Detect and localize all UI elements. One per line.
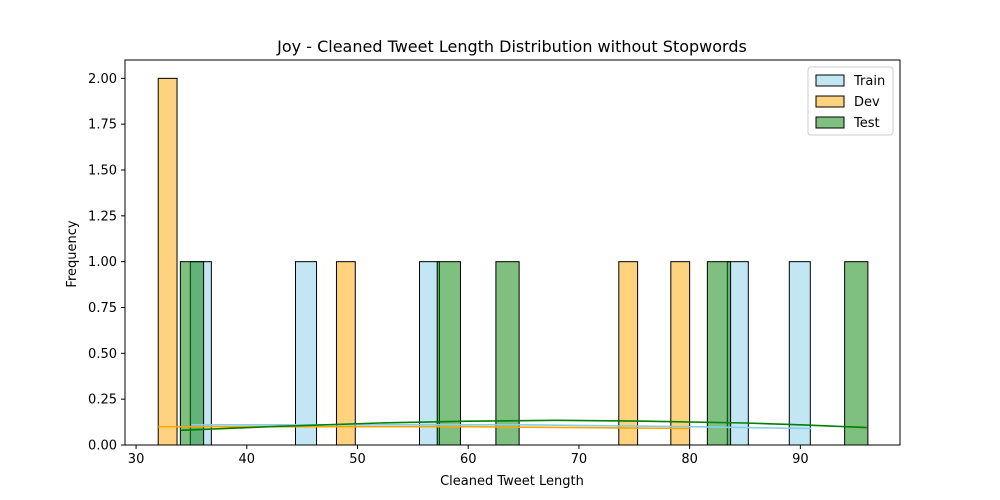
x-tick-label: 40	[239, 452, 256, 467]
x-axis-label: Cleaned Tweet Length	[440, 474, 584, 489]
y-tick-label: 2.00	[88, 72, 117, 87]
y-axis-label: Frequency	[65, 220, 80, 287]
y-tick-label: 0.00	[88, 439, 117, 454]
x-tick-label: 80	[681, 452, 698, 467]
x-tick-label: 70	[571, 452, 588, 467]
chart-title: Joy - Cleaned Tweet Length Distribution …	[276, 37, 747, 56]
plot-area: 30 40 50 60 70 80 90 0.00 0.25 0.50 0.75 1.00 1.25 1.…	[88, 59, 901, 467]
legend-swatch-dev	[815, 95, 845, 108]
bar-test-2	[495, 261, 520, 446]
bar-test-3	[706, 261, 732, 446]
legend-label-test: Test	[853, 116, 880, 131]
legend-swatch-train	[815, 74, 845, 87]
x-tick-label: 60	[460, 452, 477, 467]
x-tick-label: 90	[792, 452, 809, 467]
y-tick-label: 0.25	[88, 393, 117, 408]
axes-frame	[124, 59, 901, 446]
legend-label-dev: Dev	[854, 95, 880, 110]
bar-train-1	[295, 261, 318, 446]
y-tick-label: 1.25	[88, 209, 117, 224]
legend: Train Dev Test	[807, 66, 894, 136]
bar-train-2	[419, 261, 440, 446]
legend-swatch-test	[815, 116, 845, 129]
y-tick-label: 0.50	[88, 347, 117, 362]
bar-dev-3	[670, 261, 691, 446]
bar-dev-1	[335, 261, 356, 446]
bar-train-4	[788, 261, 811, 446]
y-tick-label: 1.00	[88, 255, 117, 270]
bar-test-1	[436, 261, 461, 446]
legend-label-train: Train	[853, 74, 885, 89]
y-tick-label: 0.75	[88, 301, 117, 316]
x-tick-label: 50	[349, 452, 366, 467]
kde-line-test	[180, 419, 867, 432]
bar-test-0	[179, 261, 205, 446]
bar-dev-2	[618, 261, 639, 446]
bar-dev-0	[157, 77, 178, 446]
bar-test-4	[844, 261, 869, 446]
x-tick-label: 30	[128, 452, 145, 467]
y-tick-label: 1.50	[88, 164, 117, 179]
y-tick-label: 1.75	[88, 118, 117, 133]
